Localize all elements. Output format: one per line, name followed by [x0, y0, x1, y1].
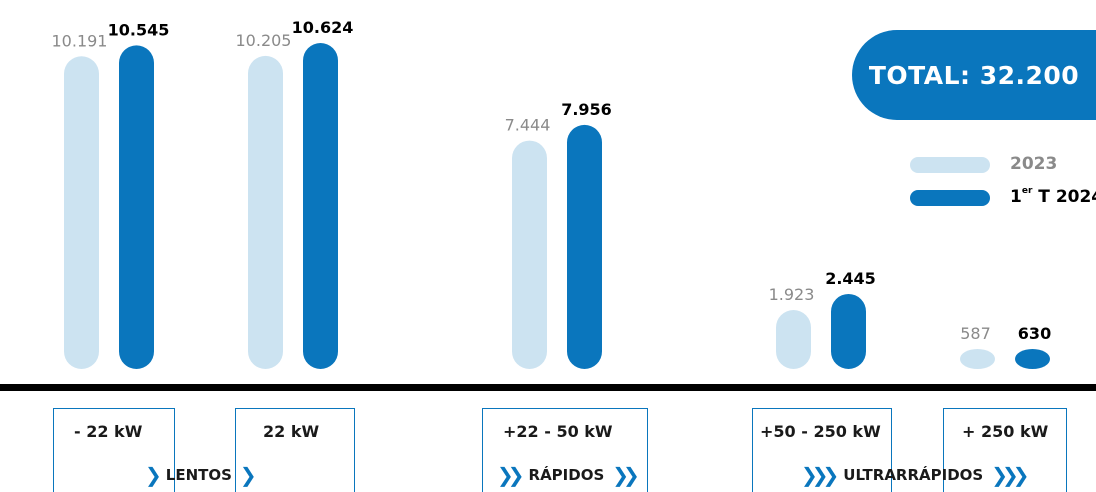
total-label: TOTAL: 32.200	[868, 60, 1080, 90]
bar-value-label: 7.444	[505, 116, 551, 135]
group-label-text: ULTRARRÁPIDOS	[843, 466, 984, 484]
double-chevron-right-icon: ❯❯	[612, 463, 639, 487]
triple-chevron-right-icon: ❯❯❯	[991, 463, 1029, 487]
bar-value-label: 587	[960, 324, 991, 343]
category-frame	[53, 408, 175, 492]
bar-2024	[567, 124, 602, 369]
legend-swatch-2023	[910, 157, 990, 173]
bar-chart: 10.191 10.205 7.444 1.923 587 10.545 10.624 7.9…	[52, 18, 1051, 369]
chart-baseline	[0, 384, 1096, 391]
bar-value-label: 10.191	[52, 31, 108, 50]
category-label: + 250 kW	[962, 422, 1049, 441]
bar-value-label: 2.445	[825, 269, 876, 288]
legend-item-2024: 1er T 2024	[910, 186, 1096, 207]
legend-label-2024-sup: er	[1021, 186, 1033, 196]
group-label-lentos: ❯ LENTOS ❯	[145, 463, 257, 487]
bar-value-label: 10.545	[108, 20, 170, 39]
legend-label-2023: 2023	[1010, 154, 1058, 174]
bar-2024	[303, 43, 338, 369]
total-badge: TOTAL: 32.200	[852, 30, 1096, 120]
group-label-text: RÁPIDOS	[528, 466, 605, 484]
bar-2023	[776, 309, 811, 369]
bar-value-label: 10.624	[292, 18, 354, 37]
group-label-text: LENTOS	[165, 466, 232, 484]
category-frame	[943, 408, 1067, 492]
bar-value-label: 1.923	[769, 285, 815, 304]
double-chevron-right-icon: ❯❯	[497, 463, 524, 487]
chevron-right-icon: ❯	[239, 463, 257, 487]
bar-value-label: 7.956	[561, 100, 612, 119]
bar-2023	[64, 56, 99, 369]
triple-chevron-right-icon: ❯❯❯	[801, 463, 839, 487]
bar-2024	[1015, 349, 1050, 369]
category-frame	[235, 408, 355, 492]
bar-2024	[831, 293, 866, 369]
group-frame-lentos	[53, 452, 355, 491]
bar-value-label: 630	[1018, 324, 1051, 343]
category-frame	[752, 408, 892, 492]
bar-2023	[248, 55, 283, 369]
category-label: +50 - 250 kW	[760, 422, 881, 441]
bar-value-label: 10.205	[236, 31, 292, 50]
category-label: 22 kW	[263, 422, 320, 441]
bar-2024	[119, 45, 154, 369]
bar-2023	[960, 349, 995, 369]
legend-label-2024-rest: T 2024	[1038, 187, 1096, 207]
legend-label-2024: 1er T 2024	[1010, 186, 1096, 207]
category-label: +22 - 50 kW	[503, 422, 613, 441]
legend-label-2024-main: 1	[1010, 187, 1022, 207]
group-frame-ultrarrapidos	[752, 452, 1067, 491]
group-label-ultrarrapidos: ❯❯❯ ULTRARRÁPIDOS ❯❯❯	[801, 463, 1030, 487]
chevron-right-icon: ❯	[145, 463, 162, 487]
bar-2023	[512, 140, 547, 369]
group-frame-rapidos	[482, 408, 648, 492]
category-label: - 22 kW	[74, 422, 143, 441]
legend-item-2023: 2023	[910, 154, 1057, 174]
group-label-rapidos: ❯❯ RÁPIDOS ❯❯	[497, 463, 640, 487]
legend-swatch-2024	[910, 190, 990, 206]
